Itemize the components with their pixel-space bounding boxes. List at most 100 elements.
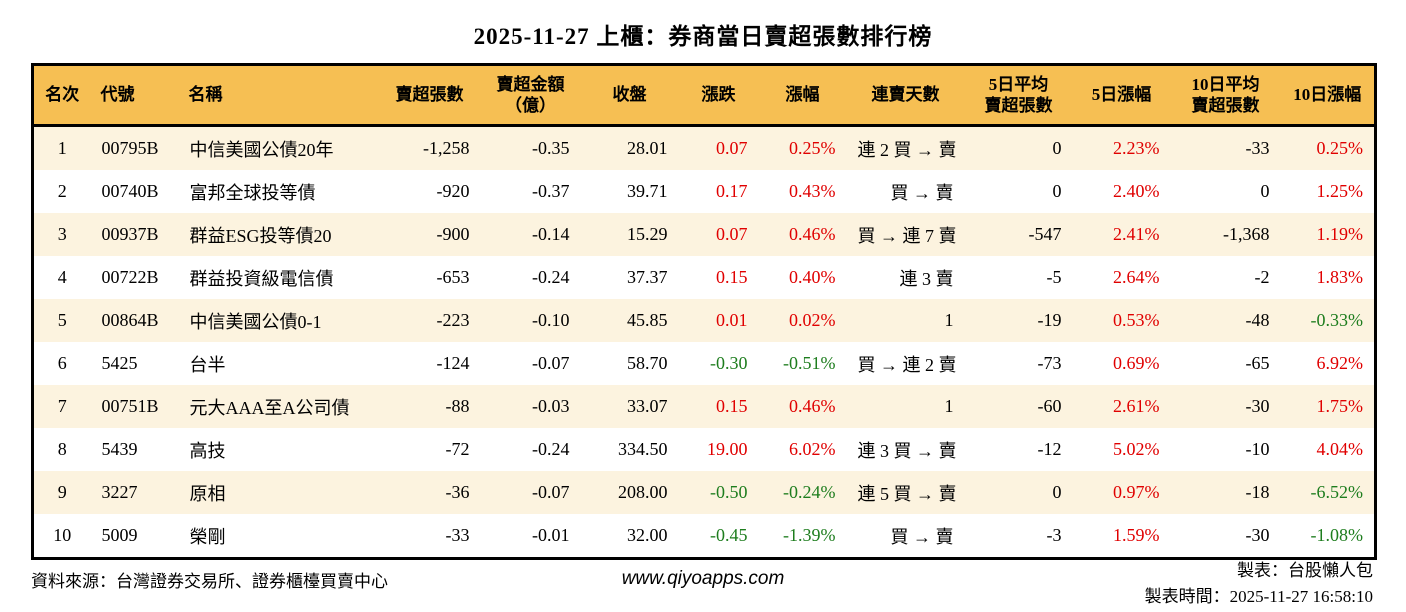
table-row: 9 3227 原相 -36 -0.07 208.00 -0.50 -0.24% 連 5 買 → … — [32, 471, 1376, 514]
cell-change-pct: 0.25% — [758, 125, 847, 170]
cell-rank: 1 — [32, 125, 91, 170]
column-header-sell-streak: 連賣天數 — [846, 64, 965, 127]
cell-pct5: 5.02% — [1113, 439, 1160, 459]
cell-avg10-sell: -48 — [1170, 299, 1281, 342]
cell-sell-amount: -0.14 — [480, 213, 581, 256]
cell-avg10-sell: 0 — [1260, 181, 1270, 201]
cell-sell-volume: -88 — [378, 385, 481, 428]
table-row: 6 5425 台半 -124 -0.07 58.70 -0.30 -0.51% 買 → 連 2 … — [33, 342, 1376, 385]
cell-sell-volume: -900 — [378, 213, 481, 256]
cell-sell-volume: -653 — [436, 267, 470, 287]
cell-avg5-sell: 0 — [964, 125, 1073, 170]
cell-sell-streak: 1 — [846, 385, 965, 428]
column-header-rank: 名次 — [32, 64, 91, 127]
cell-sell-streak: 1 — [846, 299, 965, 342]
cell-pct5: 2.41% — [1072, 213, 1171, 256]
cell-close: 33.07 — [580, 385, 679, 428]
cell-pct10: 1.25% — [1316, 181, 1364, 201]
table-row: 5 00864B 中信美國公債0-1 -223 -0.10 45.85 0.01 0.02% 1… — [32, 299, 1376, 342]
column-header-pct10: 10日漲幅 — [1280, 64, 1376, 127]
cell-pct5: 0.69% — [1113, 353, 1160, 373]
cell-sell-amount: -0.10 — [480, 299, 581, 342]
cell-name: 中信美國公債0-1 — [178, 299, 379, 342]
cell-pct5: 1.59% — [1113, 525, 1160, 545]
cell-avg5-sell: -5 — [1046, 267, 1062, 287]
cell-avg10-sell: -2 — [1254, 267, 1270, 287]
cell-pct10: -6.52% — [1280, 471, 1376, 514]
cell-close: 58.70 — [627, 353, 668, 373]
cell-change-pct: 0.40% — [789, 267, 836, 287]
cell-avg5-sell: 0 — [964, 471, 1073, 514]
cell-change: -0.50 — [678, 471, 759, 514]
cell-avg10-sell: -10 — [1245, 439, 1270, 459]
cell-change-pct: 6.02% — [789, 439, 836, 459]
cell-pct10: 6.92% — [1316, 353, 1364, 373]
cell-sell-streak: 買 → 賣 — [890, 526, 954, 547]
cell-sell-streak: 買 → 連 2 賣 — [857, 354, 957, 375]
cell-name: 元大AAA至A公司債 — [178, 385, 379, 428]
cell-sell-streak: 買 → 連 7 賣 — [846, 213, 965, 256]
cell-sell-volume: -1,258 — [378, 125, 481, 170]
cell-close: 208.00 — [580, 471, 679, 514]
cell-name: 榮剛 — [189, 526, 226, 547]
cell-code: 5009 — [101, 525, 138, 545]
cell-change-pct: 0.46% — [758, 385, 847, 428]
column-header-close: 收盤 — [580, 64, 679, 127]
cell-pct10: 1.83% — [1316, 267, 1364, 287]
cell-code: 5439 — [101, 439, 138, 459]
cell-code: 3227 — [90, 471, 179, 514]
cell-avg5-sell: -547 — [964, 213, 1073, 256]
cell-avg10-sell: -30 — [1245, 525, 1270, 545]
table-row: 4 00722B 群益投資級電信債 -653 -0.24 37.37 0.15 0.40% 連 … — [33, 256, 1376, 299]
column-header-avg10-sell: 10日平均 賣超張數 — [1170, 64, 1281, 127]
cell-sell-streak: 連 3 買 → 賣 — [857, 440, 957, 461]
cell-sell-amount: -0.07 — [480, 471, 581, 514]
table-body: 1 00795B 中信美國公債20年 -1,258 -0.35 28.01 0.07 0.25… — [32, 125, 1376, 559]
table-row: 10 5009 榮剛 -33 -0.01 32.00 -0.45 -1.39% 買 → 賣 -3 1… — [33, 514, 1376, 559]
cell-rank: 6 — [57, 353, 67, 373]
cell-change-pct: -0.51% — [783, 353, 836, 373]
cell-pct5: 2.64% — [1113, 267, 1160, 287]
cell-pct10: 1.75% — [1280, 385, 1376, 428]
cell-sell-streak: 連 5 買 → 賣 — [846, 471, 965, 514]
cell-rank: 9 — [32, 471, 91, 514]
cell-change: 0.01 — [678, 299, 759, 342]
cell-change: -0.45 — [710, 525, 748, 545]
cell-name: 群益投資級電信債 — [189, 268, 334, 289]
cell-sell-streak: 買 → 賣 — [890, 182, 954, 203]
cell-pct5: 0.97% — [1072, 471, 1171, 514]
cell-rank: 4 — [57, 267, 67, 287]
cell-avg10-sell: -30 — [1170, 385, 1281, 428]
cell-code: 00864B — [90, 299, 179, 342]
data-source-note: 資料來源：台灣證券交易所、證券櫃檯買賣中心 — [31, 572, 388, 591]
column-header-change: 漲跌 — [678, 64, 759, 127]
cell-avg5-sell: -12 — [1037, 439, 1062, 459]
cell-change-pct: 0.46% — [758, 213, 847, 256]
cell-change: -0.30 — [710, 353, 748, 373]
cell-avg5-sell: -3 — [1046, 525, 1062, 545]
cell-sell-volume: -33 — [445, 525, 470, 545]
cell-pct5: 2.40% — [1113, 181, 1160, 201]
cell-change: 19.00 — [707, 439, 748, 459]
cell-pct5: 2.23% — [1072, 125, 1171, 170]
table-row: 3 00937B 群益ESG投等債20 -900 -0.14 15.29 0.07 0.46%… — [32, 213, 1376, 256]
cell-pct10: 1.19% — [1280, 213, 1376, 256]
ranking-table: 名次 代號 名稱 賣超張數 賣超金額 （億） 收盤 漲跌 漲幅 連賣天數 5日平均 賣超張數 5日漲幅 1… — [31, 63, 1377, 560]
cell-change-pct: 0.43% — [789, 181, 836, 201]
maker-note: 製表：台股懶人包 — [1237, 561, 1373, 580]
cell-change: 0.15 — [716, 267, 748, 287]
cell-close: 39.71 — [627, 181, 668, 201]
cell-code: 00740B — [101, 181, 159, 201]
column-header-sell-amount: 賣超金額 （億） — [480, 64, 581, 127]
cell-pct5: 2.61% — [1072, 385, 1171, 428]
cell-rank: 5 — [32, 299, 91, 342]
cell-pct5: 0.53% — [1072, 299, 1171, 342]
cell-avg10-sell: -65 — [1245, 353, 1270, 373]
cell-code: 00795B — [90, 125, 179, 170]
cell-sell-amount: -0.37 — [532, 181, 570, 201]
cell-change: 0.07 — [678, 125, 759, 170]
cell-change: 0.07 — [678, 213, 759, 256]
cell-avg10-sell: -33 — [1170, 125, 1281, 170]
cell-code: 5425 — [101, 353, 138, 373]
